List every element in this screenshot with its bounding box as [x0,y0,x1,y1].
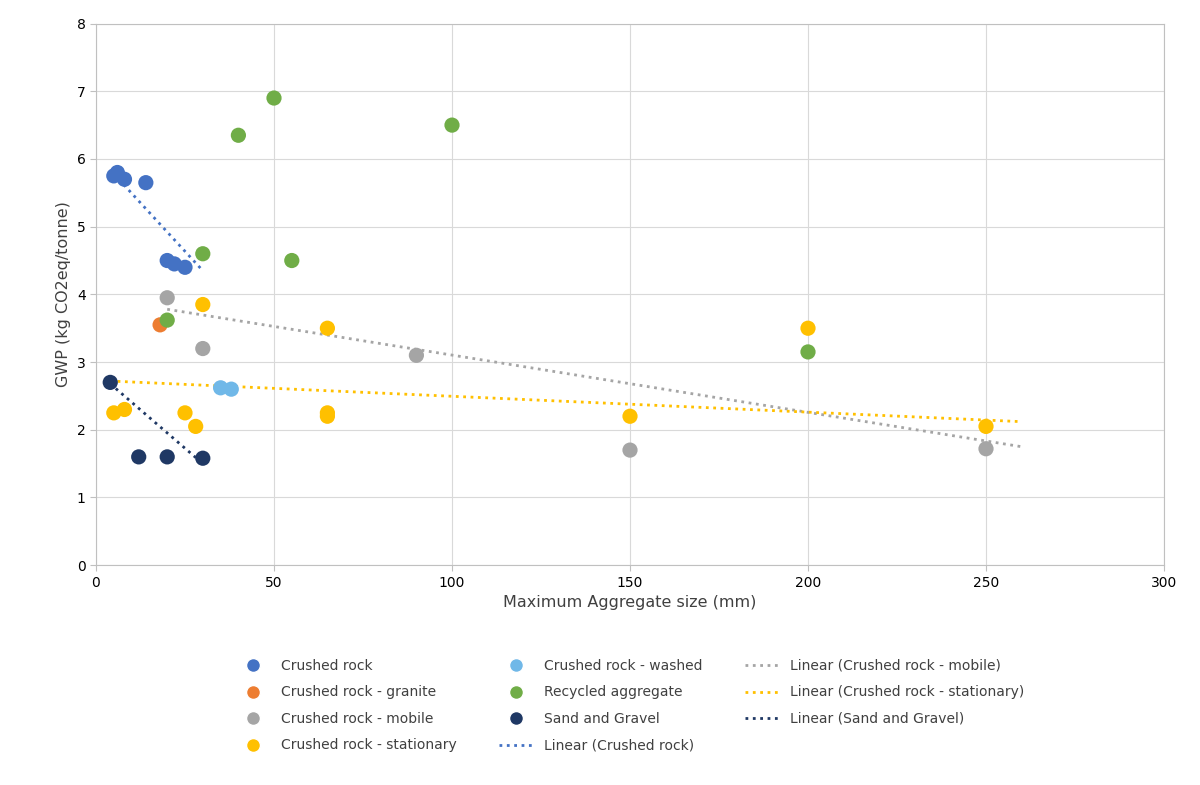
Point [101,376,120,389]
Point [104,170,124,182]
X-axis label: Maximum Aggregate size (mm): Maximum Aggregate size (mm) [503,595,757,610]
Point [977,420,996,433]
Point [229,129,248,141]
Point [175,261,194,274]
Point [193,452,212,465]
Y-axis label: GWP (kg CO2eq/tonne): GWP (kg CO2eq/tonne) [56,202,71,387]
Point [407,349,426,362]
Point [620,410,640,422]
Point [264,92,283,104]
Point [318,322,337,334]
Point [104,407,124,419]
Point [108,166,127,179]
Legend: Crushed rock, Crushed rock - granite, Crushed rock - mobile, Crushed rock - stat: Crushed rock, Crushed rock - granite, Cr… [229,653,1031,758]
Point [157,254,176,267]
Point [186,420,205,433]
Point [157,291,176,304]
Point [137,177,156,189]
Point [157,451,176,463]
Point [282,254,301,267]
Point [798,345,817,358]
Point [222,383,241,396]
Point [620,444,640,456]
Point [193,247,212,260]
Point [175,407,194,419]
Point [798,322,817,334]
Point [318,407,337,419]
Point [443,119,462,131]
Point [977,443,996,455]
Point [193,342,212,355]
Point [130,451,149,463]
Point [115,403,134,416]
Point [193,298,212,311]
Point [115,173,134,185]
Point [150,319,169,331]
Point [157,314,176,327]
Point [164,257,184,270]
Point [318,410,337,422]
Point [211,382,230,394]
